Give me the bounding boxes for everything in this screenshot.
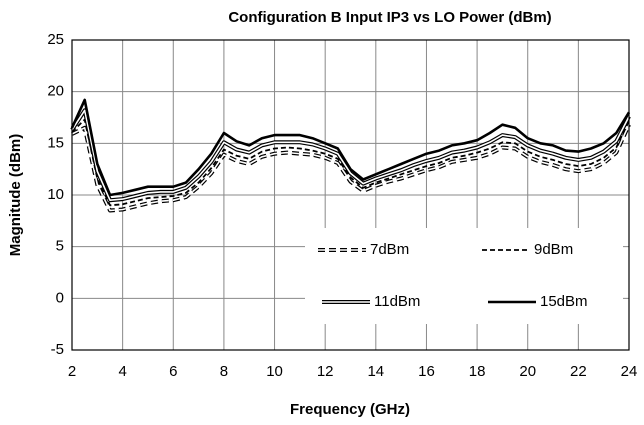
x-tick-label: 2: [68, 363, 76, 380]
line: [71, 118, 630, 207]
x-tick-label: 14: [367, 363, 384, 380]
y-tick-label: 25: [47, 31, 64, 48]
x-axis-label: Frequency (GHz): [290, 401, 410, 418]
y-tick-label: 10: [47, 186, 64, 203]
x-tick-label: 18: [469, 363, 486, 380]
y-tick-label: -5: [51, 341, 64, 358]
line-inner: [71, 124, 630, 212]
line-inner: [71, 109, 630, 201]
x-tick-label: 24: [621, 363, 638, 380]
legend-label: 11dBm: [374, 293, 420, 310]
y-tick-label: 15: [47, 134, 64, 151]
x-tick-label: 8: [220, 363, 228, 380]
x-tick-label: 10: [266, 363, 283, 380]
legend-box: [305, 228, 623, 324]
legend-label: 9dBm: [534, 241, 573, 258]
x-tick-label: 6: [169, 363, 177, 380]
plot-border: [71, 39, 630, 351]
x-tick-label: 4: [118, 363, 126, 380]
legend-label: 7dBm: [370, 241, 409, 258]
chart-title: Configuration B Input IP3 vs LO Power (d…: [228, 9, 551, 26]
y-axis-label: Magnitude (dBm): [7, 134, 24, 256]
x-tick-label: 16: [418, 363, 435, 380]
y-tick-label: 20: [47, 83, 64, 100]
y-tick-label: 0: [56, 289, 64, 306]
x-tick-label: 22: [570, 363, 587, 380]
x-tick-label: 12: [317, 363, 334, 380]
y-tick-label: 5: [56, 238, 64, 255]
line: [70, 98, 631, 197]
x-tick-label: 20: [519, 363, 536, 380]
legend-label: 15dBm: [540, 293, 588, 310]
